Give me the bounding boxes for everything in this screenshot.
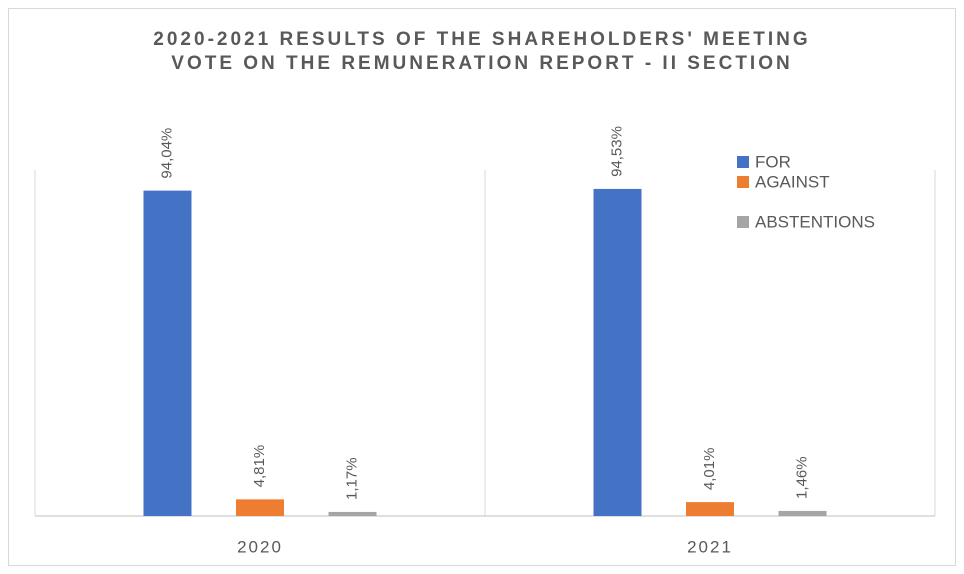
bar	[593, 188, 642, 516]
bar	[778, 510, 827, 516]
value-label: 94,53%	[608, 126, 625, 177]
value-label: 4,81%	[251, 445, 268, 488]
bar	[143, 190, 192, 517]
chart-title: VOTE ON THE REMUNERATION REPORT - II SEC…	[171, 53, 792, 74]
bar	[686, 502, 734, 516]
value-label: 1,17%	[343, 457, 360, 500]
x-tick-label: 2021	[687, 537, 733, 556]
chart-title: 2020-2021 RESULTS OF THE SHAREHOLDERS' M…	[153, 29, 810, 50]
legend-swatch	[737, 216, 749, 228]
legend-swatch	[737, 156, 749, 168]
bar	[236, 499, 284, 516]
legend-label: ABSTENTIONS	[755, 212, 875, 231]
bar	[328, 511, 377, 516]
legend-label: FOR	[755, 152, 791, 171]
legend-label: AGAINST	[755, 172, 830, 191]
x-tick-label: 2020	[237, 537, 283, 556]
legend-swatch	[737, 176, 749, 188]
value-label: 1,46%	[793, 456, 810, 499]
value-label: 94,04%	[158, 128, 175, 179]
value-label: 4,01%	[701, 448, 718, 491]
